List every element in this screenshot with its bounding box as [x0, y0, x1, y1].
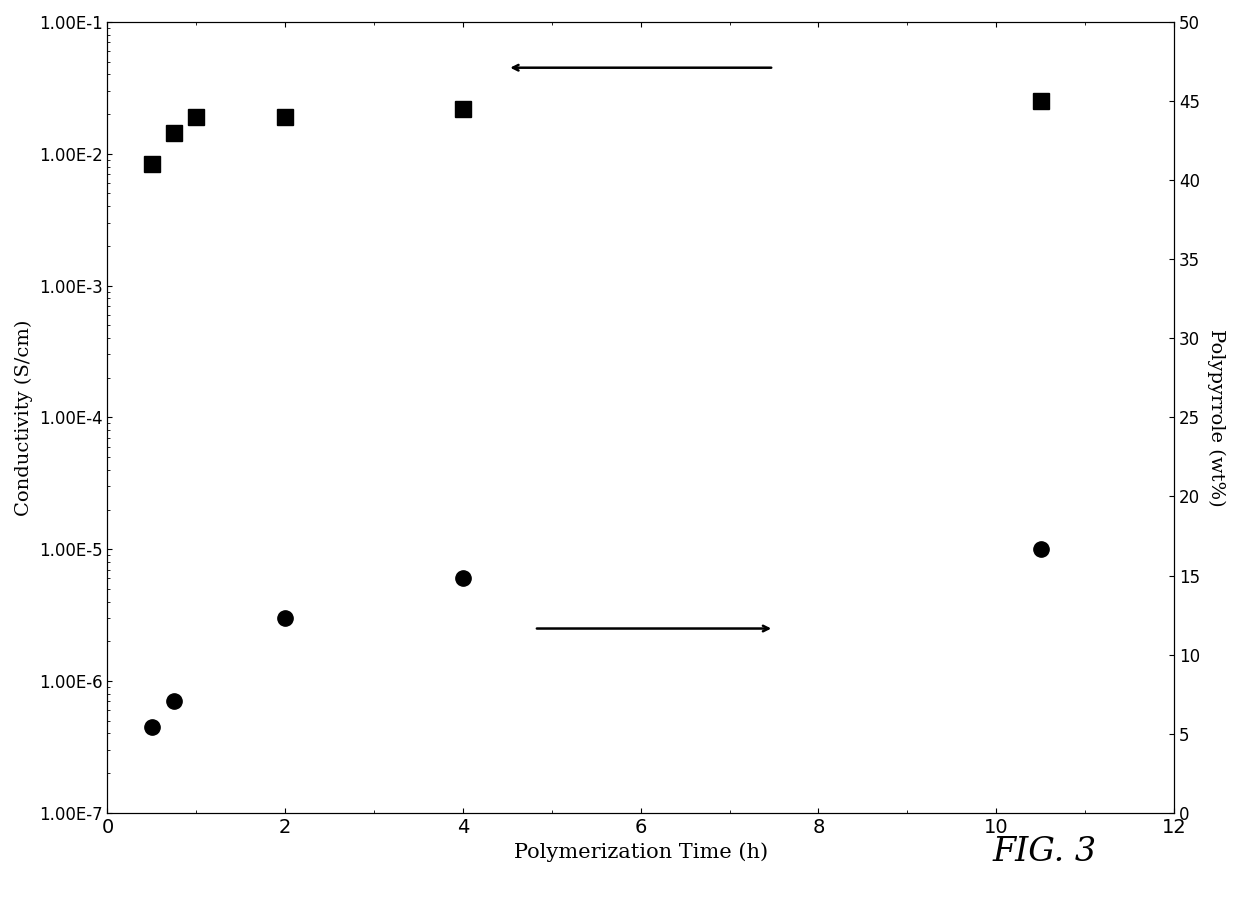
X-axis label: Polymerization Time (h): Polymerization Time (h) [513, 842, 768, 862]
Y-axis label: Polypyrrole (wt%): Polypyrrole (wt%) [1207, 329, 1225, 506]
Text: FIG. 3: FIG. 3 [992, 835, 1096, 868]
Y-axis label: Conductivity (S/cm): Conductivity (S/cm) [15, 319, 33, 516]
